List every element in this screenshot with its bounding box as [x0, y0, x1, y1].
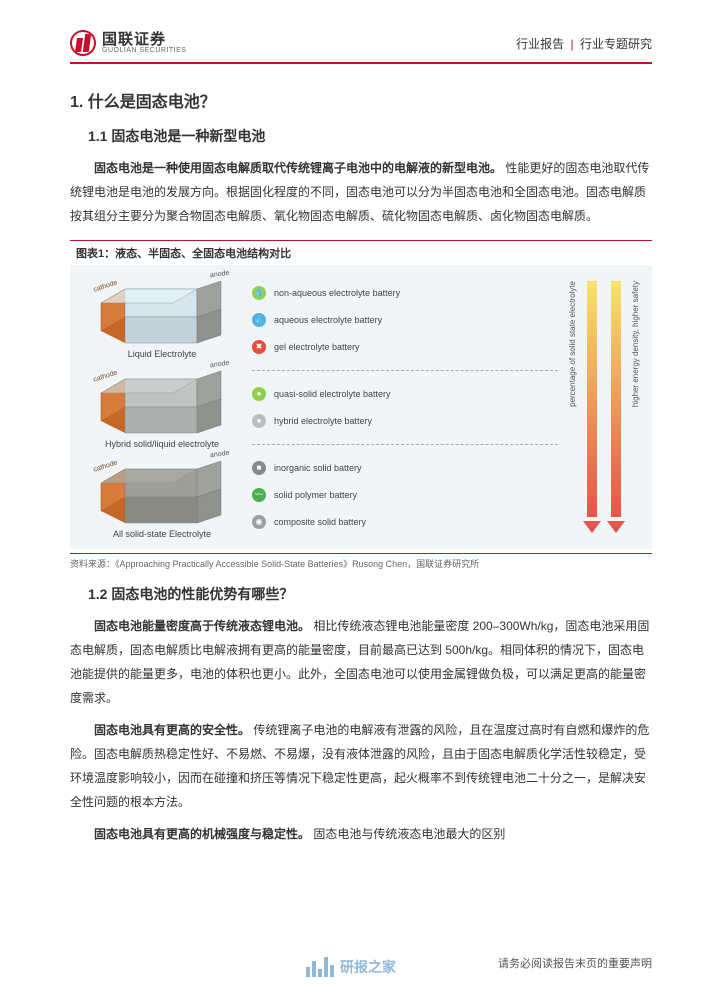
battery-item: cathode anode Hybrid solid/liquid electr… — [82, 365, 242, 449]
type-label: quasi-solid electrolyte battery — [274, 389, 391, 399]
footer-note: 请务必阅读报告末页的重要声明 — [498, 955, 652, 971]
h2-num: 1.1 — [88, 128, 107, 144]
type-label: composite solid battery — [274, 517, 366, 527]
h2-title: 固态电池是一种新型电池 — [111, 128, 265, 144]
type-dot-icon: 💧 — [252, 313, 266, 327]
header-cat-b: 行业专题研究 — [580, 37, 652, 51]
arrow-1: percentage of solid state electrolyte — [568, 281, 577, 533]
type-dot-icon: ◉ — [252, 515, 266, 529]
arrow-head-icon — [607, 521, 625, 533]
watermark-text: 研报之家 — [340, 957, 396, 977]
para4-lead: 固态电池具有更高的机械强度与稳定性。 — [94, 827, 310, 841]
watermark-bars-icon — [306, 957, 334, 977]
figure-1-title: 图表1：液态、半固态、全固态电池结构对比 — [70, 241, 652, 265]
type-dot-icon: 💧 — [252, 286, 266, 300]
heading-1: 1. 什么是固态电池？ — [70, 88, 652, 112]
electrolyte-type-row: ● hybrid electrolyte battery — [252, 414, 558, 428]
page-header: 国联证券 GUOLIAN SECURITIES 行业报告 | 行业专题研究 — [70, 30, 652, 64]
arrow-shaft-icon — [587, 281, 597, 517]
type-dot-icon: 〰 — [252, 488, 266, 502]
figure-1: 图表1：液态、半固态、全固态电池结构对比 cathode anode Liqui… — [70, 240, 652, 549]
logo: 国联证券 GUOLIAN SECURITIES — [70, 30, 186, 56]
para-2: 固态电池能量密度高于传统液态锂电池。 相比传统液态锂电池能量密度 200–300… — [70, 614, 652, 710]
type-label: non-aqueous electrolyte battery — [274, 288, 400, 298]
para1-lead: 固态电池是一种使用固态电解质取代传统锂离子电池中的电解液的新型电池。 — [94, 161, 502, 175]
para-3: 固态电池具有更高的安全性。 传统锂离子电池的电解液有泄露的风险，且在温度过高时有… — [70, 718, 652, 814]
type-label: gel electrolyte battery — [274, 342, 360, 352]
type-label: solid polymer battery — [274, 490, 357, 500]
logo-icon — [70, 30, 96, 56]
type-dot-icon: ● — [252, 414, 266, 428]
para4-body: 固态电池与传统液态电池最大的区别 — [313, 827, 505, 841]
battery-diagram-icon: cathode anode — [97, 275, 227, 347]
header-cat-a: 行业报告 — [516, 37, 564, 51]
arrow-2: higher energy density, higher safety — [631, 281, 640, 533]
arrow-1-shaft — [583, 281, 601, 533]
heading-1-1: 1.1 固态电池是一种新型电池 — [88, 126, 652, 146]
heading-1-2: 1.2 固态电池的性能优势有哪些？ — [88, 584, 652, 604]
battery-diagram-icon: cathode anode — [97, 365, 227, 437]
header-sep: | — [571, 37, 574, 51]
h1-num: 1. — [70, 94, 83, 111]
electrolyte-type-row: ✖ gel electrolyte battery — [252, 340, 558, 354]
divider — [252, 444, 558, 445]
battery-label: Hybrid solid/liquid electrolyte — [105, 439, 219, 449]
logo-en: GUOLIAN SECURITIES — [102, 47, 186, 54]
battery-item: cathode anode Liquid Electrolyte — [82, 275, 242, 359]
figure-1-batteries: cathode anode Liquid Electrolyte cathode… — [82, 275, 242, 539]
h2-num-12: 1.2 — [88, 586, 107, 602]
electrolyte-type-row: 💧 non-aqueous electrolyte battery — [252, 286, 558, 300]
para3-lead: 固态电池具有更高的安全性。 — [94, 723, 250, 737]
h1-title: 什么是固态电池？ — [88, 94, 216, 111]
type-dot-icon: ✖ — [252, 340, 266, 354]
battery-diagram-icon: cathode anode — [97, 455, 227, 527]
type-dot-icon: ■ — [252, 461, 266, 475]
divider — [252, 370, 558, 371]
type-dot-icon: ● — [252, 387, 266, 401]
type-label: inorganic solid battery — [274, 463, 362, 473]
battery-item: cathode anode All solid-state Electrolyt… — [82, 455, 242, 539]
arrow-1-label: percentage of solid state electrolyte — [568, 281, 577, 407]
figure-1-types: 💧 non-aqueous electrolyte battery 💧 aque… — [252, 275, 558, 539]
arrow-2-shaft — [607, 281, 625, 533]
electrolyte-type-row: ■ inorganic solid battery — [252, 461, 558, 475]
figure-1-arrows: percentage of solid state electrolyte hi… — [568, 275, 640, 539]
para-4: 固态电池具有更高的机械强度与稳定性。 固态电池与传统液态电池最大的区别 — [70, 822, 652, 846]
electrolyte-type-row: 〰 solid polymer battery — [252, 488, 558, 502]
figure-1-source: 资料来源：《Approaching Practically Accessible… — [70, 553, 652, 570]
battery-label: All solid-state Electrolyte — [113, 529, 211, 539]
watermark: 研报之家 — [306, 957, 396, 977]
arrow-shaft-icon — [611, 281, 621, 517]
h2-title-12: 固态电池的性能优势有哪些？ — [111, 586, 293, 602]
arrow-head-icon — [583, 521, 601, 533]
battery-label: Liquid Electrolyte — [128, 349, 197, 359]
figure-1-body: cathode anode Liquid Electrolyte cathode… — [70, 265, 652, 549]
type-label: aqueous electrolyte battery — [274, 315, 382, 325]
para-1: 固态电池是一种使用固态电解质取代传统锂离子电池中的电解液的新型电池。 性能更好的… — [70, 156, 652, 228]
header-category: 行业报告 | 行业专题研究 — [516, 35, 652, 52]
arrow-2-label: higher energy density, higher safety — [631, 281, 640, 407]
logo-cn: 国联证券 — [102, 32, 186, 47]
electrolyte-type-row: ◉ composite solid battery — [252, 515, 558, 529]
electrolyte-type-row: 💧 aqueous electrolyte battery — [252, 313, 558, 327]
electrolyte-type-row: ● quasi-solid electrolyte battery — [252, 387, 558, 401]
type-label: hybrid electrolyte battery — [274, 416, 372, 426]
para2-lead: 固态电池能量密度高于传统液态锂电池。 — [94, 619, 310, 633]
